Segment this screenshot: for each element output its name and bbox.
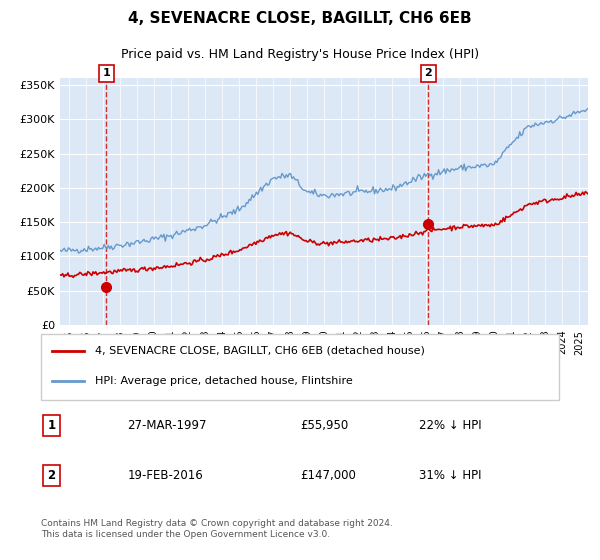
Text: 2: 2 <box>47 469 56 482</box>
Text: Contains HM Land Registry data © Crown copyright and database right 2024.
This d: Contains HM Land Registry data © Crown c… <box>41 519 392 539</box>
Text: 22% ↓ HPI: 22% ↓ HPI <box>419 419 481 432</box>
Text: 27-MAR-1997: 27-MAR-1997 <box>127 419 206 432</box>
Text: 31% ↓ HPI: 31% ↓ HPI <box>419 469 481 482</box>
Text: Price paid vs. HM Land Registry's House Price Index (HPI): Price paid vs. HM Land Registry's House … <box>121 48 479 61</box>
Text: 1: 1 <box>47 419 56 432</box>
FancyBboxPatch shape <box>41 334 559 400</box>
Text: 2: 2 <box>425 68 432 78</box>
Text: 4, SEVENACRE CLOSE, BAGILLT, CH6 6EB (detached house): 4, SEVENACRE CLOSE, BAGILLT, CH6 6EB (de… <box>95 346 425 356</box>
Text: 19-FEB-2016: 19-FEB-2016 <box>127 469 203 482</box>
Text: 4, SEVENACRE CLOSE, BAGILLT, CH6 6EB: 4, SEVENACRE CLOSE, BAGILLT, CH6 6EB <box>128 11 472 26</box>
Text: £147,000: £147,000 <box>300 469 356 482</box>
Text: 1: 1 <box>103 68 110 78</box>
Text: £55,950: £55,950 <box>300 419 348 432</box>
Text: HPI: Average price, detached house, Flintshire: HPI: Average price, detached house, Flin… <box>95 376 353 386</box>
